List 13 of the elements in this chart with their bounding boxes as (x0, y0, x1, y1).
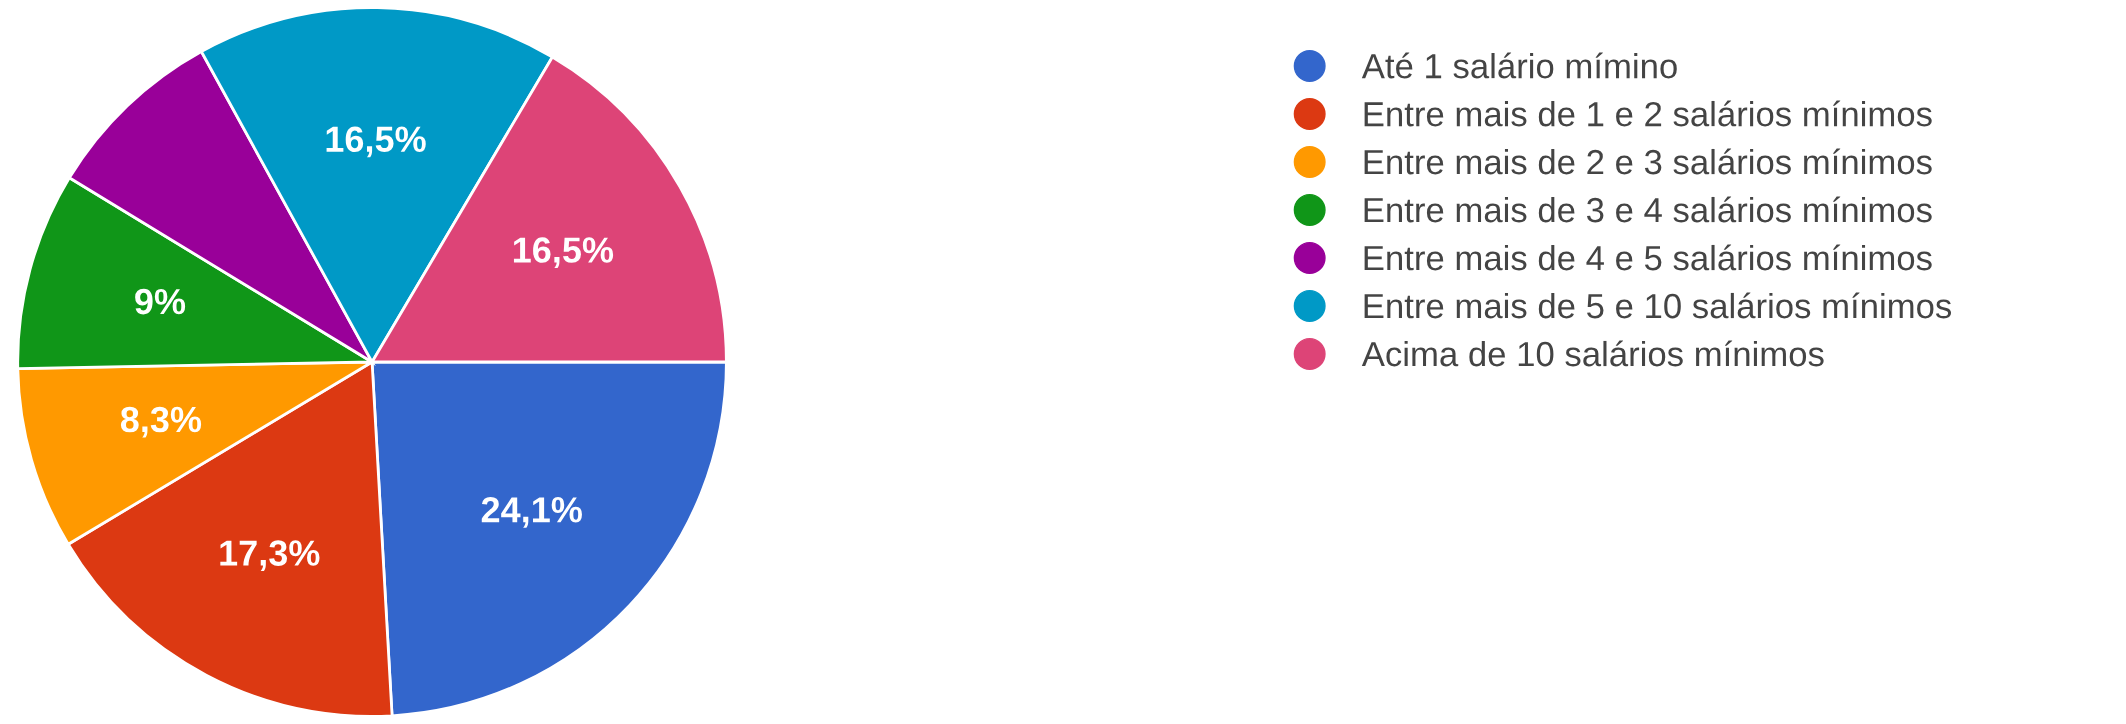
legend-label: Entre mais de 2 e 3 salários mínimos (1364, 148, 1932, 175)
data-label: 16,5% (513, 237, 614, 269)
legend-label: Entre mais de 3 e 4 salários mínimos (1364, 196, 1932, 223)
legend-label: Entre mais de 4 e 5 salários mínimos (1364, 244, 1932, 271)
data-label: 24,1% (481, 497, 582, 528)
legend-label: Entre mais de 5 e 10 salários mínimos (1364, 292, 1952, 319)
data-label: 17,3% (220, 540, 320, 572)
legend-label: Até 1 salário mímino (1361, 52, 1677, 79)
legend-label: Entre mais de 1 e 2 salários mínimos (1364, 100, 1932, 127)
data-label: 9% (135, 288, 186, 315)
data-label: 16,5% (326, 126, 426, 158)
legend-label: Acima de 10 salários mínimos (1361, 340, 1824, 367)
data-label: 8,3% (120, 406, 202, 438)
